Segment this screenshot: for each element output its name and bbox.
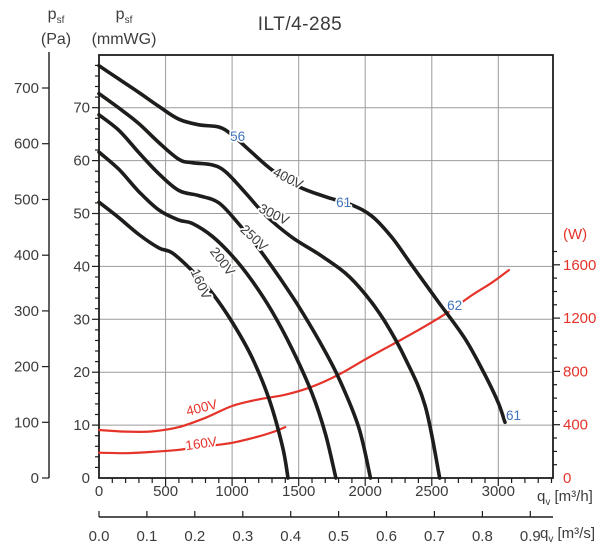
mmwg-symbol: p xyxy=(115,6,125,23)
flow-tick-label: 2500 xyxy=(415,483,448,500)
watt-tick-label: 800 xyxy=(563,363,588,380)
flow-m3h-axis-title: qv [m³/h] xyxy=(537,488,593,508)
mmwg-tick-label: 60 xyxy=(73,153,90,170)
pa-tick-label: 400 xyxy=(14,247,39,264)
pressure-curve-label-160V: 160V xyxy=(188,267,215,302)
flow-s-tick-label: 0.8 xyxy=(472,528,493,545)
pressure-curve-400V xyxy=(97,63,507,425)
pa-tick-label: 100 xyxy=(14,414,39,431)
noise-level-label-61: 61 xyxy=(506,408,521,423)
pa-tick-label: 700 xyxy=(14,80,39,97)
flow-tick-label: 3000 xyxy=(482,483,515,500)
power-curve-400V xyxy=(97,269,510,433)
chart-title: ILT/4-285 xyxy=(257,14,343,35)
flow-s-tick-label: 0.5 xyxy=(328,528,349,545)
flow-s-tick-label: 0.2 xyxy=(184,528,205,545)
flow-s-tick-label: 0.9 xyxy=(520,528,541,545)
pressure-curve-label-400V: 400V xyxy=(271,164,306,192)
mmwg-tick-label: 10 xyxy=(73,417,90,434)
watt-tick-label: 400 xyxy=(563,417,588,434)
mmwg-tick-label: 20 xyxy=(73,364,90,381)
mmwg-tick-label: 40 xyxy=(73,258,90,275)
mmwg-unit: (mmWG) xyxy=(91,31,157,49)
flow-s-tick-label: 0.7 xyxy=(424,528,445,545)
flow-s-tick-label: 0.4 xyxy=(280,528,301,545)
mmwg-tick-label: 30 xyxy=(73,311,90,328)
power-curve-160V xyxy=(97,426,287,455)
pressure-pa-axis-title: psf (Pa) xyxy=(26,5,86,49)
mmwg-tick-label: 0 xyxy=(82,470,90,487)
flow-tick-label: 2000 xyxy=(349,483,382,500)
mmwg-tick-label: 70 xyxy=(73,100,90,117)
qv-symbol-2-sub: v xyxy=(548,534,554,545)
pressure-curve-200V xyxy=(97,150,338,480)
watt-tick-label: 1200 xyxy=(563,310,596,327)
qv-symbol-sub: v xyxy=(545,497,551,508)
pa-tick-label: 0 xyxy=(31,470,39,487)
pa-tick-label: 600 xyxy=(14,136,39,153)
flow-s-tick-label: 0.0 xyxy=(89,528,110,545)
pressure-curve-label-250V: 250V xyxy=(237,222,270,254)
pa-symbol: p xyxy=(47,6,57,23)
pressure-curve-250V xyxy=(97,113,373,480)
flow-tick-label: 1000 xyxy=(215,483,248,500)
pressure-mmwg-axis-title: psf (mmWG) xyxy=(86,5,162,49)
flow-s-tick-label: 0.3 xyxy=(232,528,253,545)
pa-tick-label: 300 xyxy=(14,303,39,320)
flow-tick-label: 0 xyxy=(95,483,103,500)
qv-symbol-2: q xyxy=(540,525,549,542)
pa-tick-label: 200 xyxy=(14,359,39,376)
mmwg-symbol-sub: sf xyxy=(124,15,133,27)
flow-s-tick-label: 0.1 xyxy=(136,528,157,545)
pa-symbol-sub: sf xyxy=(56,15,65,27)
pressure-curve-160V xyxy=(97,200,290,480)
noise-level-label-61: 61 xyxy=(336,195,351,210)
qv-s-unit: [m³/s] xyxy=(557,525,596,542)
pressure-curve-label-200V: 200V xyxy=(207,244,238,278)
flow-m3s-axis-title: qv [m³/s] xyxy=(540,525,595,545)
flow-s-tick-label: 0.6 xyxy=(376,528,397,545)
mmwg-tick-label: 50 xyxy=(73,206,90,223)
qv-symbol: q xyxy=(537,488,546,505)
noise-level-label-62: 62 xyxy=(447,298,462,313)
power-curve-label-160V: 160V xyxy=(185,434,218,453)
qv-h-unit: [m³/h] xyxy=(554,488,593,505)
watt-tick-label: 1600 xyxy=(563,257,596,274)
watt-tick-label: 0 xyxy=(563,470,571,487)
pressure-curve-300V xyxy=(97,91,442,480)
flow-tick-label: 500 xyxy=(153,483,178,500)
noise-level-label-56: 56 xyxy=(230,129,245,144)
flow-tick-label: 1500 xyxy=(282,483,315,500)
pa-tick-label: 500 xyxy=(14,192,39,209)
pa-unit: (Pa) xyxy=(40,31,72,49)
power-axis-title: (W) xyxy=(563,226,588,243)
